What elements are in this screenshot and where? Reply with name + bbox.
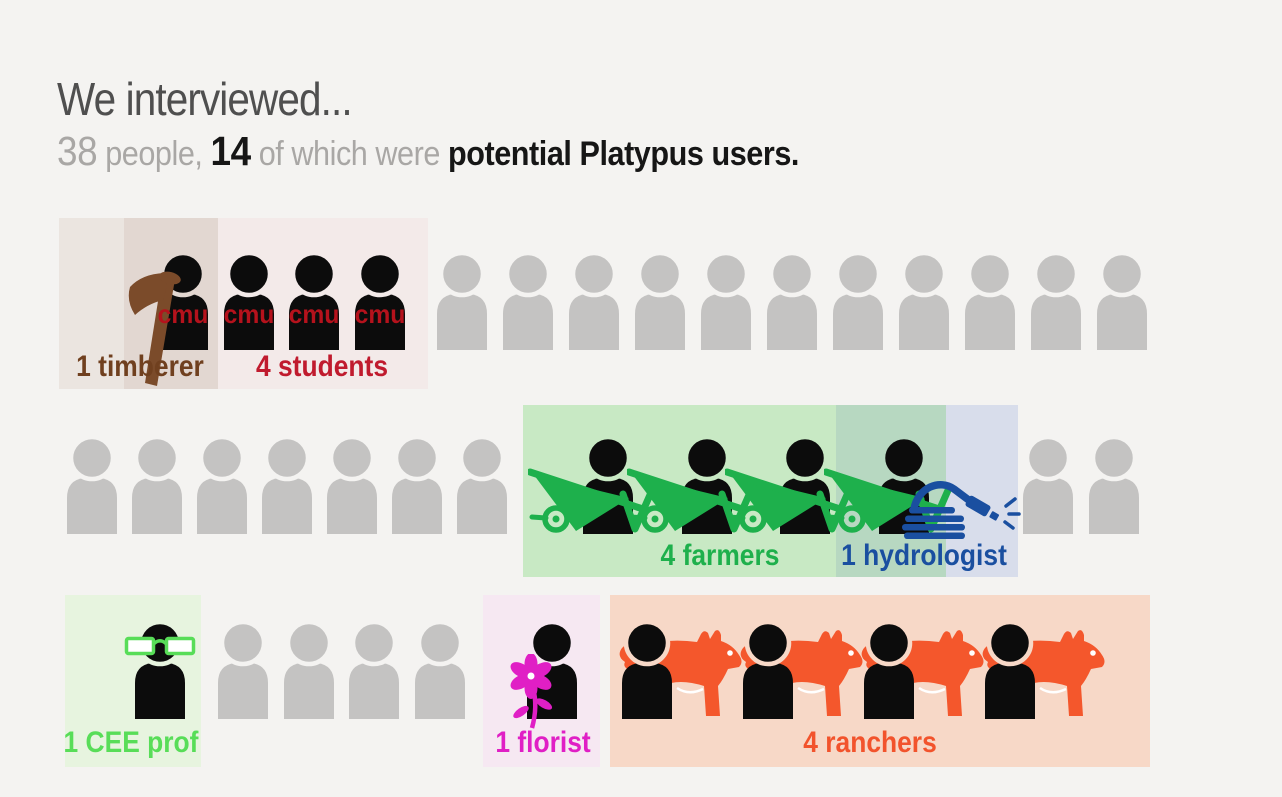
- person-interviewee-3: [347, 619, 401, 719]
- person-interviewee-left-3: [195, 434, 249, 534]
- hose-icon: [902, 457, 1024, 548]
- cmu-label: cmu: [157, 299, 209, 329]
- person-interviewee-2: [501, 250, 555, 350]
- wheelbarrow-icon: [625, 467, 755, 538]
- person-interviewee-left-5: [325, 434, 379, 534]
- axe-icon: [126, 270, 190, 393]
- glasses-icon: [124, 635, 196, 664]
- person-interviewee-right-1: [1021, 434, 1075, 534]
- person-interviewee-1: [435, 250, 489, 350]
- person-interviewee-9: [963, 250, 1017, 350]
- flower-icon: [504, 653, 566, 739]
- group-label-1-florist: 1 florist: [495, 726, 591, 759]
- person-interviewee-left-6: [390, 434, 444, 534]
- group-label-1-cee-prof: 1 CEE prof: [63, 726, 199, 759]
- subtitle-part: 14: [210, 128, 252, 174]
- person-student-2: [287, 250, 341, 350]
- page-title: We interviewed...: [57, 73, 353, 125]
- cmu-label: cmu: [223, 299, 274, 329]
- subtitle-part: potential Platypus users.: [447, 135, 799, 173]
- person-student-3: [353, 250, 407, 350]
- person-interviewee-left-7: [455, 434, 509, 534]
- person-rancher-2: [741, 619, 795, 719]
- person-interviewee-4: [633, 250, 687, 350]
- person-interviewee-11: [1095, 250, 1149, 350]
- timberer-box: [59, 218, 124, 389]
- subtitle-part: of which were: [250, 135, 448, 173]
- person-interviewee-left-1: [65, 434, 119, 534]
- person-rancher-1: [620, 619, 674, 719]
- person-interviewee-4: [413, 619, 467, 719]
- group-label-1-hydrologist: 1 hydrologist: [841, 539, 1007, 572]
- subtitle-part: 38: [57, 128, 98, 174]
- person-student-1: [222, 250, 276, 350]
- person-interviewee-left-4: [260, 434, 314, 534]
- subtitle: 38 people, 14 of which were potential Pl…: [57, 128, 799, 175]
- group-label-4-farmers: 4 farmers: [660, 539, 780, 572]
- person-rancher-3: [862, 619, 916, 719]
- person-interviewee-1: [216, 619, 270, 719]
- person-interviewee-2: [282, 619, 336, 719]
- person-interviewee-8: [897, 250, 951, 350]
- person-interviewee-3: [567, 250, 621, 350]
- group-label-1-timberer: 1 timberer: [76, 350, 204, 383]
- person-rancher-4: [983, 619, 1037, 719]
- person-interviewee-7: [831, 250, 885, 350]
- person-interviewee-6: [765, 250, 819, 350]
- wheelbarrow-icon: [526, 467, 657, 538]
- person-interviewee-5: [699, 250, 753, 350]
- person-interviewee-right-2: [1087, 434, 1141, 534]
- person-interviewee-10: [1029, 250, 1083, 350]
- group-label-4-students: 4 students: [255, 350, 389, 383]
- cmu-label: cmu: [288, 299, 340, 329]
- subtitle-part: people,: [97, 135, 211, 173]
- cmu-label: cmu: [354, 299, 405, 329]
- group-label-4-ranchers: 4 ranchers: [803, 726, 937, 759]
- wheelbarrow-icon: [723, 467, 854, 538]
- person-interviewee-left-2: [130, 434, 184, 534]
